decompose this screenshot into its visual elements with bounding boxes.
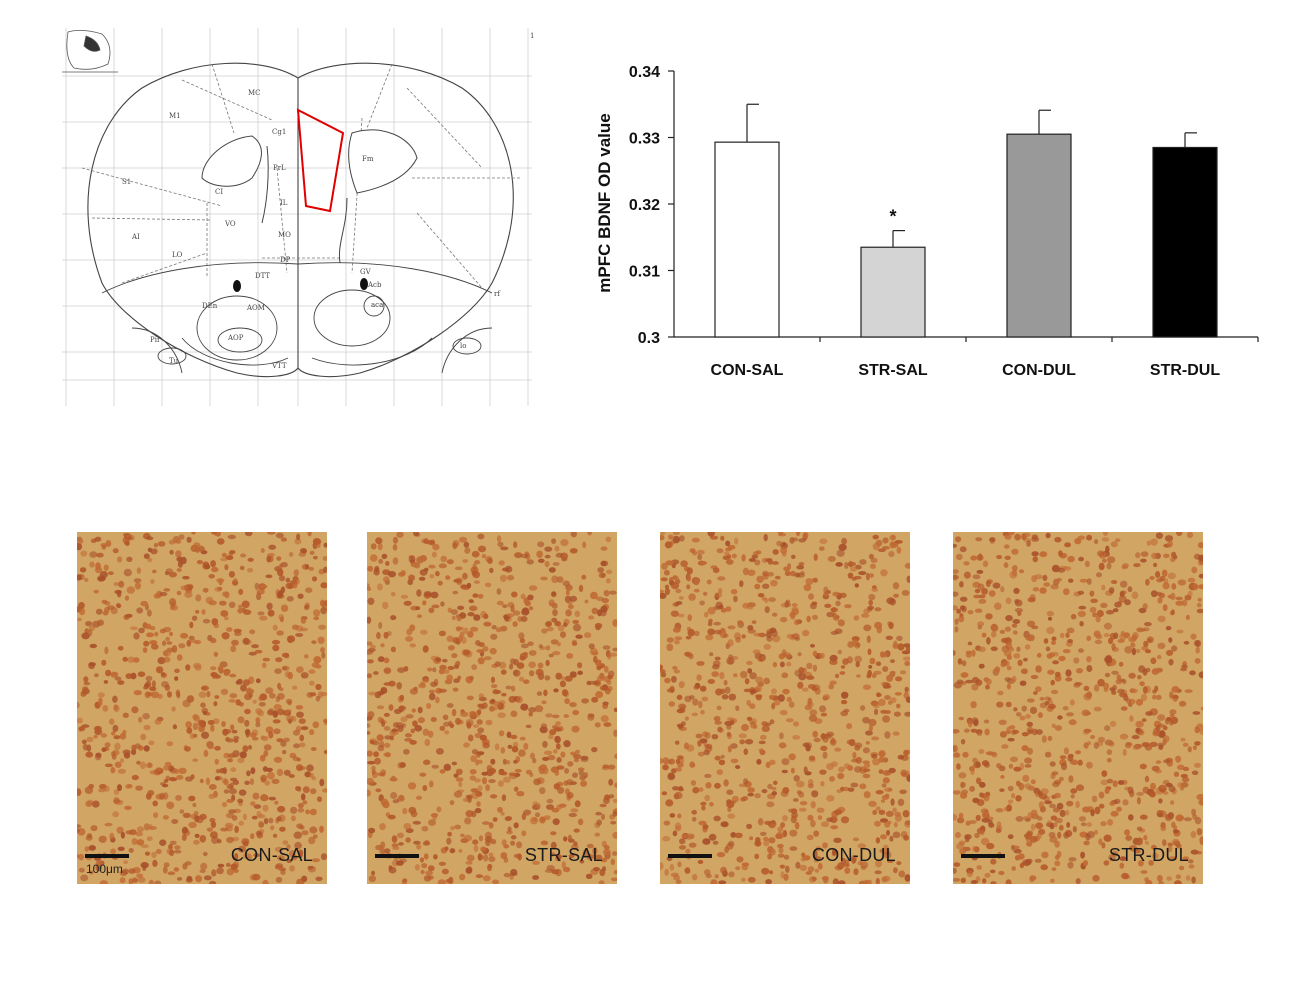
olfactory-area [101, 262, 493, 374]
scale-bar [85, 854, 129, 858]
atlas-labels: MC M1 S1 AI LO VO Cg1 PrL IL MO DP CI Fm… [122, 32, 534, 370]
x-tick-label: STR-SAL [858, 362, 928, 379]
chart-bars: * [714, 103, 1218, 338]
atlas-label-acb: Acb [367, 281, 382, 289]
atlas-label-aom: AOM [246, 304, 265, 312]
scale-bar [668, 854, 712, 858]
y-tick-label: 0.33 [629, 131, 660, 148]
prl-roi-outline [296, 108, 345, 213]
brain-atlas-diagram: MC M1 S1 AI LO VO Cg1 PrL IL MO DP CI Fm… [62, 28, 534, 406]
x-tick-label: CON-SAL [711, 362, 784, 379]
y-tick-label: 0.3 [638, 330, 660, 347]
micrograph-label: CON-SAL [230, 845, 313, 865]
atlas-label-lo: LO [172, 251, 183, 259]
stained-tissue-texture [953, 532, 1203, 884]
micrograph-str-sal: STR-SAL [367, 532, 617, 884]
scale-bar [375, 854, 419, 858]
atlas-label-cg1: Cg1 [272, 128, 286, 136]
atlas-label-mo: MO [278, 231, 291, 239]
atlas-label-aop: AOP [227, 334, 244, 342]
atlas-label-dp: DP [280, 256, 291, 264]
atlas-label-il: IL [280, 199, 288, 207]
micrograph-label: STR-SAL [524, 845, 603, 865]
atlas-label-vtt: VTT [271, 362, 287, 370]
y-tick-label: 0.31 [629, 264, 660, 281]
bar-con-dul [1006, 133, 1072, 338]
x-tick-label: CON-DUL [1002, 362, 1076, 379]
micrograph-con-sal: 100μm CON-SAL [77, 532, 327, 884]
bar-con-sal [714, 141, 780, 338]
scale-bar-label: 100μm [86, 862, 123, 876]
x-tick-labels: CON-SAL STR-SAL CON-DUL STR-DUL [711, 362, 1221, 379]
atlas-label-prl: PrL [273, 164, 286, 172]
atlas-label-ai: AI [131, 233, 140, 241]
y-tick-label: 0.32 [629, 197, 660, 214]
micrograph-str-dul: STR-DUL [953, 532, 1203, 884]
atlas-label-den: DEn [202, 302, 218, 310]
bar-str-dul [1152, 146, 1218, 338]
stained-tissue-texture [367, 532, 617, 884]
bdnf-bar-chart: 0.30.310.320.330.34 * CON-SAL STR-SAL CON-… [595, 64, 1259, 379]
x-tick-label: STR-DUL [1150, 362, 1220, 379]
atlas-label-lo-right: lo [460, 342, 466, 350]
atlas-label-m1: M1 [169, 112, 181, 120]
atlas-label-1: 1 [530, 32, 534, 40]
y-tick-label: 0.34 [629, 64, 660, 81]
atlas-label-gv: GV [360, 268, 372, 276]
atlas-label-dtt: DTT [255, 272, 270, 280]
micrograph-label: STR-DUL [1108, 845, 1189, 865]
micrograph-label: CON-DUL [811, 845, 896, 865]
atlas-label-pir: Pir [150, 336, 161, 344]
atlas-label-fm: Fm [362, 155, 374, 163]
atlas-inset [62, 30, 118, 73]
ventricles [201, 129, 418, 264]
atlas-label-s1: S1 [122, 178, 131, 186]
brain-outline [87, 62, 514, 378]
stained-tissue-texture [77, 532, 327, 884]
atlas-label-vo: VO [224, 220, 236, 228]
significance-marker: * [889, 207, 896, 227]
atlas-label-aca: aca [371, 301, 383, 309]
atlas-label-tu: Tu [169, 357, 179, 365]
region-boundaries [81, 63, 522, 289]
dark-nuclei [233, 278, 368, 292]
atlas-label-ci: CI [215, 188, 223, 196]
micrograph-con-dul: CON-DUL [660, 532, 910, 884]
atlas-label-rf: rf [494, 290, 501, 298]
y-axis-label: mPFC BDNF OD value [595, 113, 614, 292]
atlas-label-mc: MC [248, 89, 261, 97]
bar-str-sal [860, 246, 926, 338]
stained-tissue-texture [660, 532, 910, 884]
scale-bar [961, 854, 1005, 858]
y-tick-labels: 0.3 0.31 0.32 0.33 0.34 [629, 64, 660, 347]
